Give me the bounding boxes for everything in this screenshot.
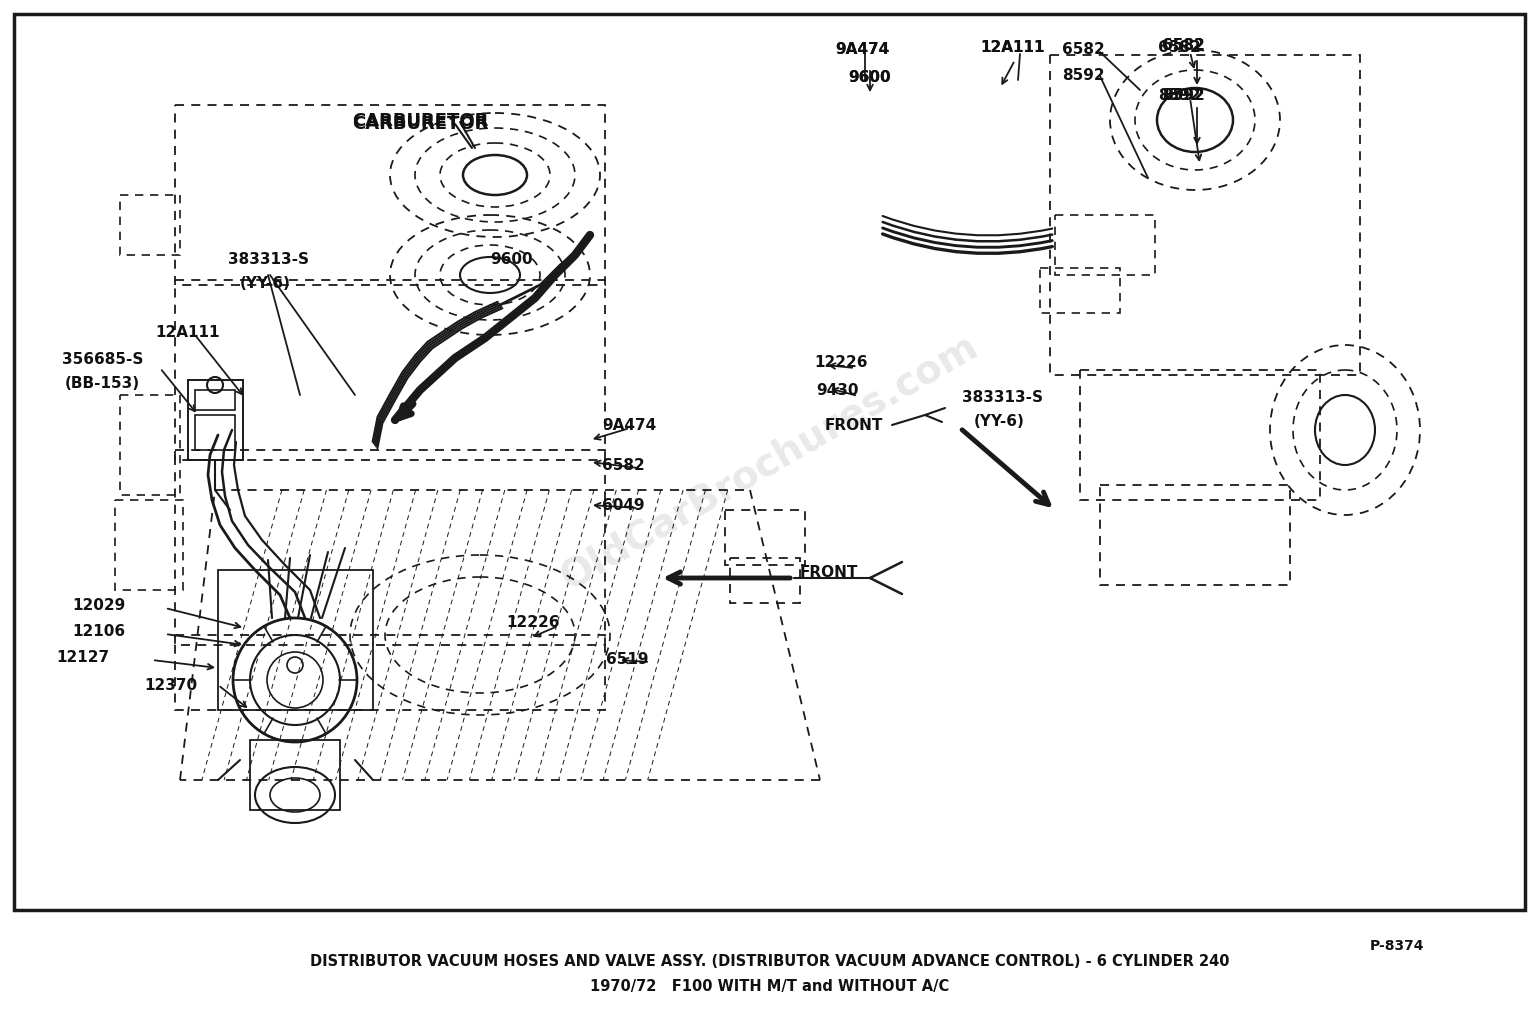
- Text: 12029: 12029: [72, 598, 125, 613]
- Text: 12A111: 12A111: [980, 40, 1045, 55]
- Bar: [175, 280, 605, 460]
- Text: FRONT: FRONT: [825, 418, 883, 433]
- Bar: [219, 570, 372, 710]
- Text: FRONT: FRONT: [800, 565, 859, 580]
- Text: 8592: 8592: [1162, 88, 1205, 103]
- Text: (BB-153): (BB-153): [65, 376, 140, 391]
- Bar: [14, 14, 1525, 910]
- Text: P-8374: P-8374: [1370, 939, 1425, 953]
- Bar: [175, 105, 605, 285]
- Text: 383313-S: 383313-S: [228, 252, 309, 267]
- Bar: [1080, 370, 1320, 500]
- Bar: [249, 740, 340, 810]
- Text: 12A111: 12A111: [980, 40, 1045, 55]
- Text: 9A474: 9A474: [836, 42, 890, 57]
- Text: CARBURETOR: CARBURETOR: [352, 112, 488, 130]
- Bar: [725, 510, 805, 565]
- Bar: [175, 635, 605, 710]
- Text: 12226: 12226: [814, 355, 868, 370]
- Text: 8592: 8592: [1062, 68, 1105, 83]
- Bar: [1056, 215, 1154, 275]
- Bar: [1100, 485, 1290, 585]
- Text: 8592: 8592: [1162, 88, 1205, 103]
- Text: CARBURETOR: CARBURETOR: [352, 115, 488, 133]
- Text: 6582: 6582: [1157, 40, 1200, 55]
- Text: 12370: 12370: [145, 678, 197, 693]
- Text: 6582: 6582: [1062, 42, 1105, 57]
- Text: OldCarBrochures.com: OldCarBrochures.com: [554, 327, 985, 597]
- Text: 12127: 12127: [55, 650, 109, 665]
- Text: 383313-S: 383313-S: [962, 390, 1043, 406]
- Text: 8592: 8592: [1157, 88, 1200, 103]
- Text: 9A474: 9A474: [836, 42, 890, 57]
- Text: 6582: 6582: [602, 458, 645, 473]
- Text: DISTRIBUTOR VACUUM HOSES AND VALVE ASSY. (DISTRIBUTOR VACUUM ADVANCE CONTROL) - : DISTRIBUTOR VACUUM HOSES AND VALVE ASSY.…: [309, 954, 1230, 970]
- Bar: [115, 500, 183, 590]
- Text: 9600: 9600: [848, 70, 891, 85]
- Bar: [188, 380, 243, 460]
- Text: 6049: 6049: [602, 498, 645, 513]
- Text: 6582: 6582: [1162, 38, 1205, 53]
- Bar: [120, 395, 180, 495]
- Text: 9600: 9600: [848, 70, 891, 85]
- Text: (YY-6): (YY-6): [974, 414, 1025, 429]
- Text: 1970/72   F100 WITH M/T and WITHOUT A/C: 1970/72 F100 WITH M/T and WITHOUT A/C: [589, 979, 950, 993]
- Text: 6582: 6582: [1162, 38, 1205, 53]
- Text: 9430: 9430: [816, 383, 859, 398]
- Text: (YY-6): (YY-6): [240, 276, 291, 291]
- Text: 9A474: 9A474: [602, 418, 656, 433]
- Bar: [120, 195, 180, 255]
- Bar: [195, 390, 235, 410]
- Text: 12226: 12226: [506, 615, 560, 630]
- Text: 356685-S: 356685-S: [62, 352, 143, 367]
- Text: 12106: 12106: [72, 624, 125, 639]
- Text: 9600: 9600: [489, 252, 532, 267]
- Bar: [195, 415, 235, 450]
- Text: 12A111: 12A111: [155, 325, 220, 340]
- Bar: [1040, 268, 1120, 313]
- Bar: [729, 558, 800, 603]
- Bar: [175, 450, 605, 645]
- Text: 6519: 6519: [606, 652, 648, 667]
- Bar: [1050, 55, 1360, 375]
